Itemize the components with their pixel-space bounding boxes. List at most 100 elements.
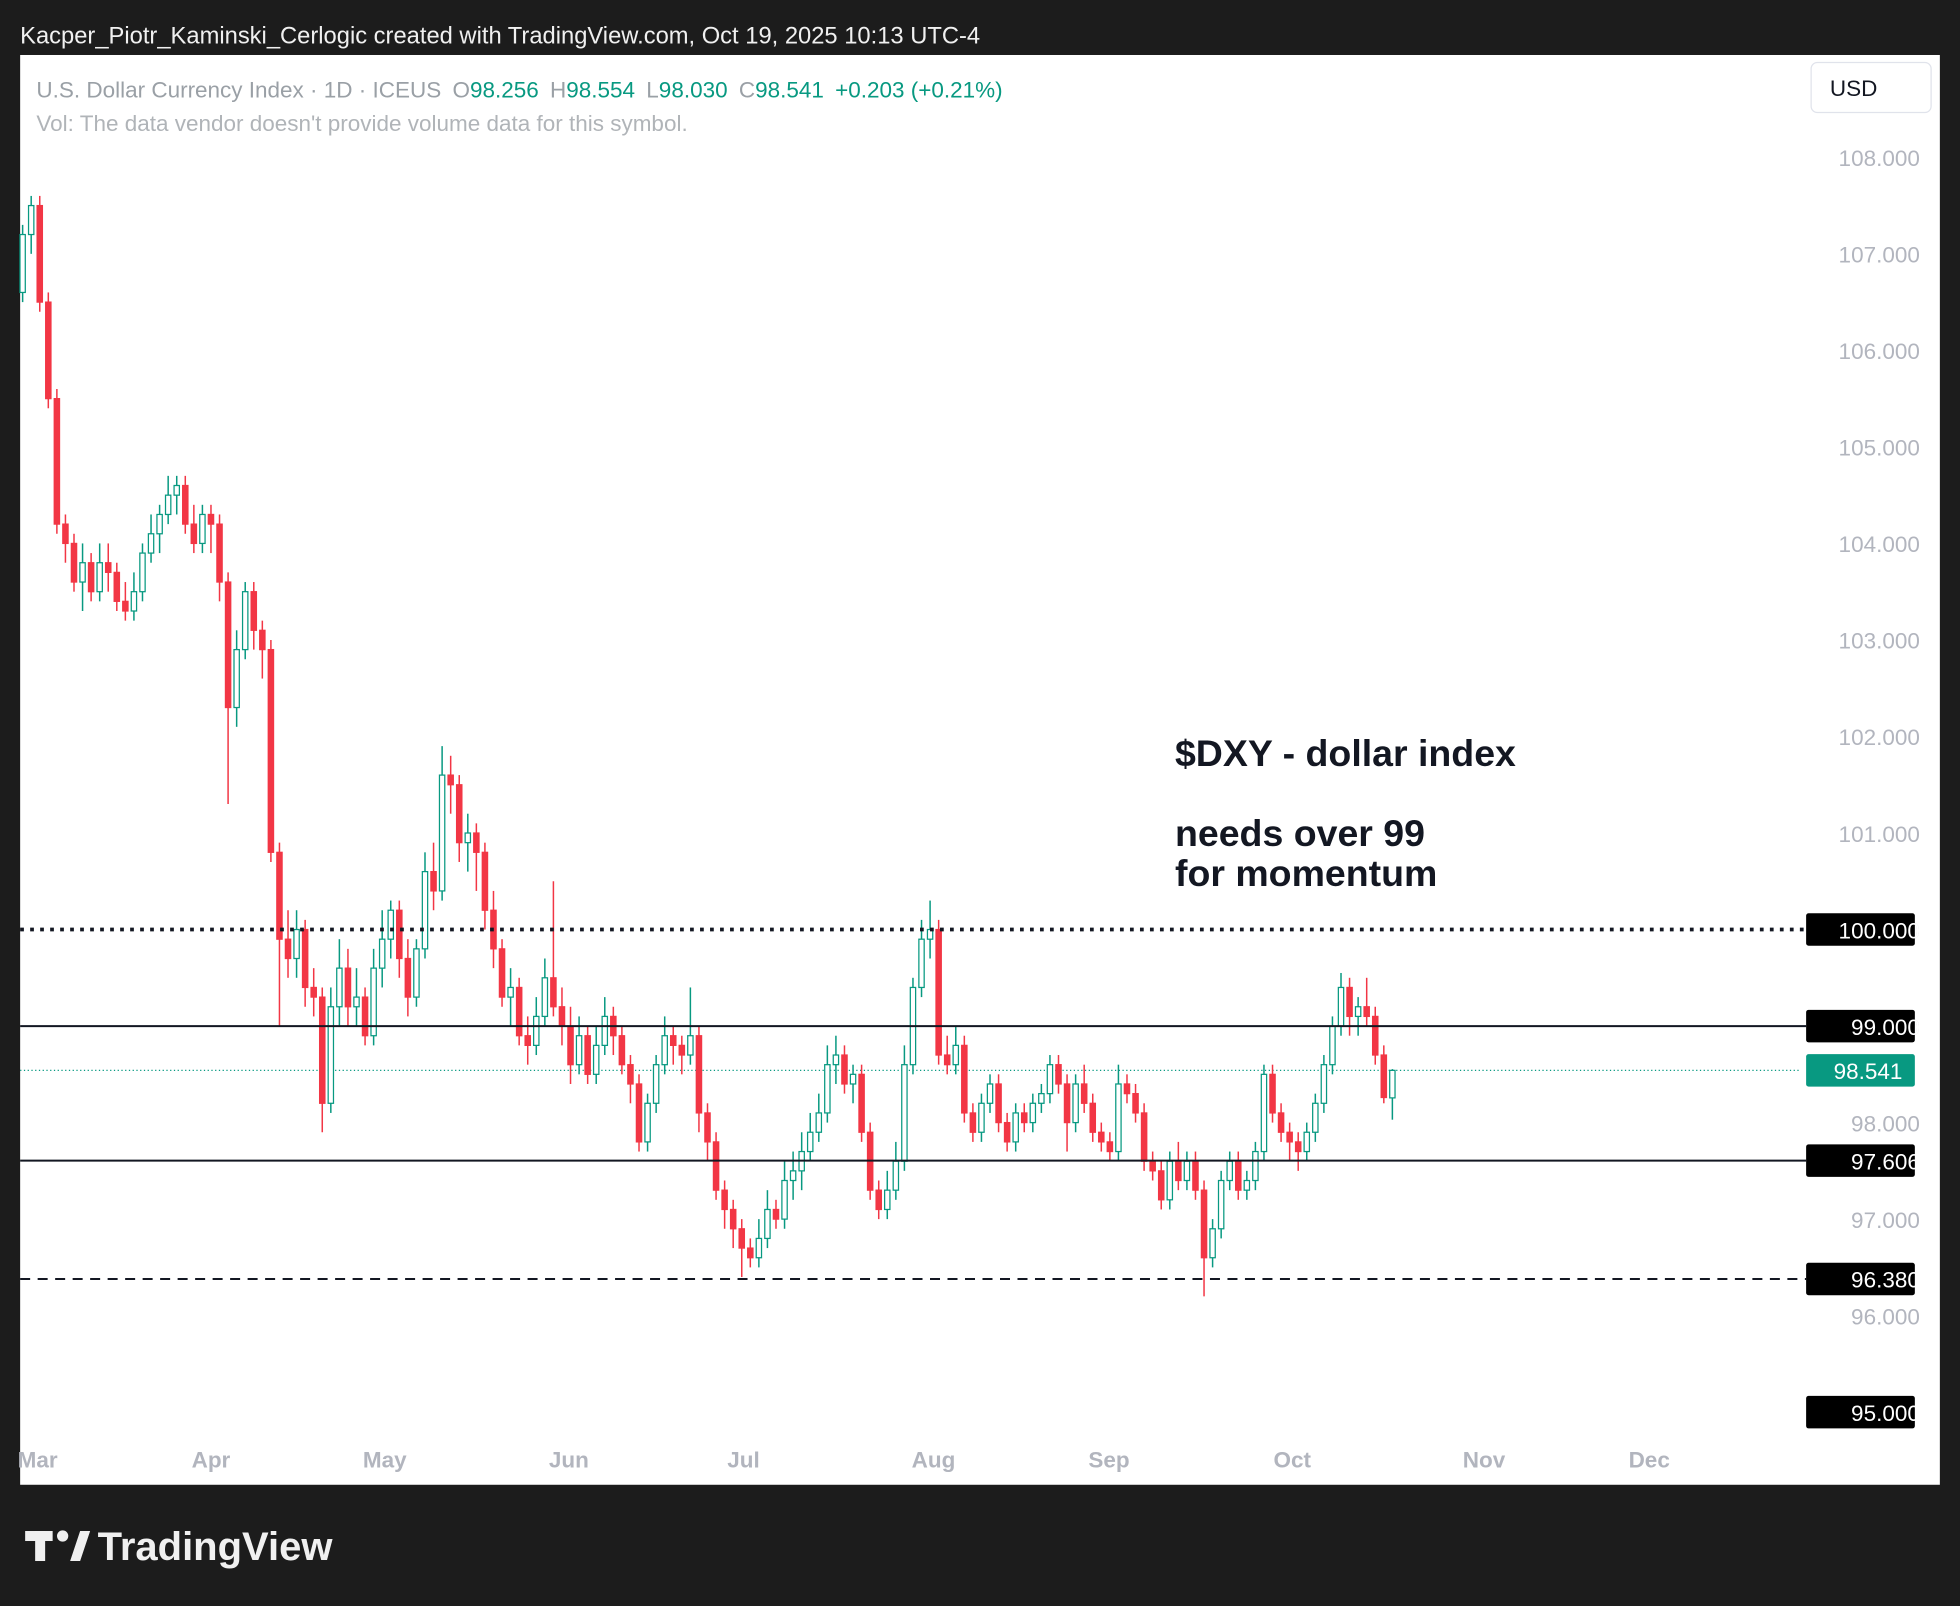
x-tick-label: Mar	[18, 1447, 58, 1472]
candle-body	[455, 784, 463, 844]
candle-body	[421, 870, 429, 950]
candle-body	[1226, 1160, 1233, 1182]
candle-body	[173, 484, 181, 496]
candle-body	[704, 1112, 711, 1143]
candle-body	[1038, 1093, 1045, 1104]
candle-body	[267, 648, 275, 853]
candle-body	[370, 967, 377, 1037]
candle-body	[515, 986, 523, 1037]
candle-body	[224, 581, 232, 709]
candle-body	[190, 523, 198, 545]
candle-body	[986, 1083, 994, 1104]
candle-body	[1234, 1160, 1242, 1191]
candle-body	[567, 1025, 574, 1066]
x-tick-label: Aug	[912, 1447, 956, 1472]
candle-body	[36, 204, 44, 303]
level-box	[1806, 1009, 1915, 1043]
level-box	[1806, 913, 1915, 946]
candle-body	[62, 523, 69, 545]
y-tick-label: 105.000	[1839, 436, 1920, 461]
candle-body	[447, 774, 454, 786]
candle-body	[293, 928, 300, 960]
candle-body	[781, 1179, 788, 1220]
candle-body	[301, 928, 309, 989]
legend-c-label: C	[739, 77, 755, 102]
candle-body	[815, 1112, 823, 1133]
candle-body	[652, 1064, 660, 1104]
candle-body	[1046, 1064, 1054, 1095]
candle-body	[353, 996, 360, 1008]
currency-label[interactable]: USD	[1830, 76, 1877, 101]
candle-body	[387, 909, 395, 940]
y-tick-label: 104.000	[1839, 532, 1920, 557]
candle-body	[892, 1160, 900, 1191]
x-tick-label: Oct	[1273, 1447, 1311, 1472]
candle-body	[524, 1035, 532, 1046]
candle-body	[276, 851, 283, 940]
candle-body	[901, 1064, 908, 1162]
candle-body	[747, 1247, 754, 1259]
candle-body	[284, 938, 292, 960]
candle-body	[943, 1054, 951, 1066]
legend-change: +0.203 (+0.21%)	[835, 77, 1003, 102]
candle-body	[1329, 1025, 1336, 1066]
y-tick-label: 106.000	[1839, 339, 1920, 364]
currency-button[interactable]	[1810, 61, 1932, 114]
candle-body	[481, 851, 489, 911]
candle-body	[164, 494, 172, 516]
candle-body	[584, 1035, 591, 1075]
header: Kacper_Piotr_Kaminski_Cerlogic created w…	[20, 24, 980, 50]
candle-body	[1012, 1112, 1019, 1143]
volume-note: Vol: The data vendor doesn't provide vol…	[36, 111, 687, 136]
candle-body	[430, 870, 437, 892]
candle-body	[199, 513, 206, 545]
candle-body	[1149, 1160, 1156, 1172]
candle-body	[473, 832, 480, 853]
candle-body	[969, 1112, 977, 1133]
candle-body	[96, 562, 103, 593]
candle-body	[1020, 1112, 1028, 1124]
y-tick-label: 102.000	[1839, 725, 1920, 750]
candle-body	[250, 591, 258, 631]
candle-body	[635, 1083, 643, 1143]
candle-body	[935, 928, 942, 1056]
candle-body	[858, 1073, 865, 1133]
legend-o-label: O	[452, 77, 469, 102]
candle-body	[764, 1208, 771, 1240]
x-tick-label: Apr	[192, 1447, 231, 1472]
candle-body	[1140, 1112, 1148, 1162]
candle-body	[1277, 1112, 1285, 1133]
candle-body	[404, 957, 412, 998]
level-label: 97.606	[1851, 1149, 1920, 1174]
candle-body	[1029, 1102, 1037, 1124]
candle-body	[1354, 1006, 1362, 1018]
candle-body	[1055, 1064, 1062, 1085]
legend-o: 98.256	[470, 77, 539, 102]
candle-body	[1217, 1179, 1225, 1230]
candle-body	[139, 552, 146, 593]
candle-body	[978, 1102, 985, 1133]
candle-body	[336, 967, 343, 1008]
candle-body	[1200, 1189, 1208, 1259]
candle-body	[755, 1237, 763, 1259]
candle-body	[507, 986, 514, 998]
candle-body	[841, 1054, 848, 1085]
candle-body	[695, 1035, 703, 1114]
annotation: $DXY - dollar index	[1175, 732, 1516, 774]
candle-body	[618, 1035, 626, 1066]
candle-body	[661, 1035, 668, 1066]
candle-body	[413, 948, 420, 998]
candle-body	[1294, 1141, 1302, 1153]
legend: U.S. Dollar Currency Index · 1D · ICEUS …	[36, 77, 1002, 102]
level-label: 96.380	[1851, 1268, 1920, 1293]
y-tick-label: 98.000	[1851, 1111, 1920, 1136]
candle-body	[1209, 1228, 1216, 1259]
candle-body	[113, 571, 121, 602]
candle-body	[361, 996, 369, 1037]
candle-body	[533, 1015, 540, 1046]
candle-body	[344, 967, 352, 1008]
candle-body	[147, 533, 155, 554]
x-tick-label: Dec	[1629, 1447, 1670, 1472]
candle-body	[995, 1083, 1002, 1124]
